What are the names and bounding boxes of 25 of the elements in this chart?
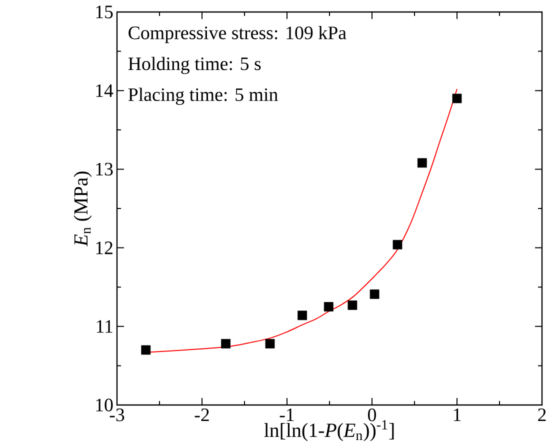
x-tick-label: 1 — [454, 408, 461, 422]
x-tick-label: 2 — [538, 408, 546, 422]
point — [221, 338, 230, 348]
point — [452, 94, 462, 104]
point — [265, 338, 275, 348]
annotation: Compressive stress: 109 kPa — [128, 26, 346, 44]
point — [392, 240, 402, 250]
point — [141, 345, 151, 355]
point — [370, 289, 380, 299]
x-axis-title: ln[ln(1-P(E$_{n}$))$^{-1}$] — [264, 420, 394, 442]
annotation: Holding time: 5 s — [128, 56, 261, 74]
y-tick-label: 11 — [96, 320, 112, 333]
x-tick-label: -2 — [194, 408, 209, 422]
y-tick-label: 15 — [96, 6, 113, 18]
y-axis-title: E$_{n}$ (MPa) — [74, 172, 92, 246]
x-tick-label: -1 — [280, 408, 294, 422]
y-tick-label: 14 — [96, 84, 114, 97]
y-tick-label: 12 — [96, 242, 112, 254]
point — [298, 310, 307, 320]
point — [348, 300, 358, 310]
x-tick-label: 0 — [368, 408, 376, 422]
annotation: Placing time: 5 min — [128, 88, 278, 105]
point — [324, 302, 334, 312]
point — [417, 158, 427, 168]
y-tick-label: 13 — [96, 162, 113, 176]
